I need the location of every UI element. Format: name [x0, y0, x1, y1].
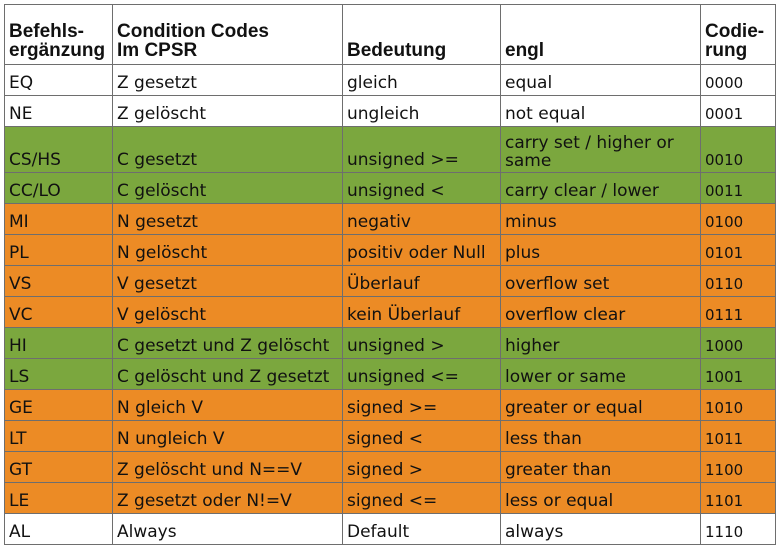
- cell-meaning: unsigned >: [342, 327, 501, 359]
- table-row: VS V gesetzt Überlauf overflow set 0110: [4, 265, 776, 297]
- cell-suffix: LS: [4, 358, 113, 390]
- cell-meaning: signed <: [342, 420, 501, 452]
- cell-english: higher: [500, 327, 701, 359]
- cell-meaning: signed >=: [342, 389, 501, 421]
- condition-codes-table: Befehls- ergänzung Condition Codes Im CP…: [4, 4, 776, 545]
- header-suffix: Befehls- ergänzung: [4, 4, 113, 65]
- cell-condition: Z gelöscht und N==V: [112, 451, 343, 483]
- table-row: AL Always Default always 1110: [4, 513, 776, 545]
- cell-english: carry clear / lower: [500, 172, 701, 204]
- cell-english: less or equal: [500, 482, 701, 514]
- cell-suffix: GE: [4, 389, 113, 421]
- cell-code: 0100: [700, 203, 776, 235]
- condition-codes-table-wrapper: Befehls- ergänzung Condition Codes Im CP…: [4, 4, 776, 545]
- cell-condition: Always: [112, 513, 343, 545]
- table-row: GT Z gelöscht und N==V signed > greater tha…: [4, 451, 776, 483]
- cell-suffix: HI: [4, 327, 113, 359]
- table-row: PL N gelöscht positiv oder Null plus 0101: [4, 234, 776, 266]
- table-row: EQ Z gesetzt gleich equal 0000: [4, 64, 776, 96]
- table-row: MI N gesetzt negativ minus 0100: [4, 203, 776, 235]
- cell-english: less than: [500, 420, 701, 452]
- cell-english: carry set / higher or same: [500, 126, 701, 173]
- cell-condition: N gesetzt: [112, 203, 343, 235]
- header-english: engl: [500, 4, 701, 65]
- cell-meaning: Überlauf: [342, 265, 501, 297]
- cell-meaning: Default: [342, 513, 501, 545]
- cell-suffix: CS/HS: [4, 126, 113, 173]
- cell-meaning: kein Überlauf: [342, 296, 501, 328]
- cell-code: 1100: [700, 451, 776, 483]
- cell-suffix: AL: [4, 513, 113, 545]
- cell-meaning: ungleich: [342, 95, 501, 127]
- table-row: HI C gesetzt und Z gelöscht unsigned > high…: [4, 327, 776, 359]
- cell-condition: C gesetzt und Z gelöscht: [112, 327, 343, 359]
- cell-english: always: [500, 513, 701, 545]
- cell-code: 1010: [700, 389, 776, 421]
- cell-english: greater than: [500, 451, 701, 483]
- cell-english: minus: [500, 203, 701, 235]
- cell-meaning: negativ: [342, 203, 501, 235]
- table-row: CC/LO C gelöscht unsigned < carry clear / l…: [4, 172, 776, 204]
- cell-english: equal: [500, 64, 701, 96]
- cell-meaning: signed <=: [342, 482, 501, 514]
- cell-meaning: signed >: [342, 451, 501, 483]
- cell-english: overflow clear: [500, 296, 701, 328]
- header-condition: Condition Codes Im CPSR: [112, 4, 343, 65]
- cell-meaning: unsigned >=: [342, 126, 501, 173]
- cell-code: 1101: [700, 482, 776, 514]
- cell-english: not equal: [500, 95, 701, 127]
- header-meaning: Bedeutung: [342, 4, 501, 65]
- cell-code: 0010: [700, 126, 776, 173]
- table-row: LE Z gesetzt oder N!=V signed <= less or eq…: [4, 482, 776, 514]
- cell-condition: Z gelöscht: [112, 95, 343, 127]
- cell-condition: N gleich V: [112, 389, 343, 421]
- cell-code: 0110: [700, 265, 776, 297]
- table-row: CS/HS C gesetzt unsigned >= carry set / hig…: [4, 126, 776, 173]
- cell-condition: N ungleich V: [112, 420, 343, 452]
- cell-english: lower or same: [500, 358, 701, 390]
- table-row: LS C gelöscht und Z gesetzt unsigned <= low…: [4, 358, 776, 390]
- cell-condition: V gelöscht: [112, 296, 343, 328]
- table-row: NE Z gelöscht ungleich not equal 0001: [4, 95, 776, 127]
- cell-suffix: GT: [4, 451, 113, 483]
- cell-suffix: MI: [4, 203, 113, 235]
- cell-suffix: CC/LO: [4, 172, 113, 204]
- cell-condition: V gesetzt: [112, 265, 343, 297]
- cell-english: overflow set: [500, 265, 701, 297]
- header-row: Befehls- ergänzung Condition Codes Im CP…: [4, 4, 776, 65]
- cell-code: 0000: [700, 64, 776, 96]
- cell-suffix: LE: [4, 482, 113, 514]
- cell-condition: C gelöscht und Z gesetzt: [112, 358, 343, 390]
- cell-meaning: gleich: [342, 64, 501, 96]
- table-row: VC V gelöscht kein Überlauf overflow clear 0…: [4, 296, 776, 328]
- cell-meaning: positiv oder Null: [342, 234, 501, 266]
- cell-meaning: unsigned <=: [342, 358, 501, 390]
- cell-condition: Z gesetzt oder N!=V: [112, 482, 343, 514]
- cell-suffix: NE: [4, 95, 113, 127]
- cell-suffix: PL: [4, 234, 113, 266]
- cell-english: greater or equal: [500, 389, 701, 421]
- cell-suffix: EQ: [4, 64, 113, 96]
- cell-suffix: VS: [4, 265, 113, 297]
- cell-code: 0101: [700, 234, 776, 266]
- cell-condition: Z gesetzt: [112, 64, 343, 96]
- cell-condition: N gelöscht: [112, 234, 343, 266]
- cell-condition: C gelöscht: [112, 172, 343, 204]
- cell-meaning: unsigned <: [342, 172, 501, 204]
- cell-code: 0011: [700, 172, 776, 204]
- cell-code: 0111: [700, 296, 776, 328]
- cell-code: 1110: [700, 513, 776, 545]
- cell-suffix: VC: [4, 296, 113, 328]
- cell-suffix: LT: [4, 420, 113, 452]
- cell-code: 1011: [700, 420, 776, 452]
- cell-condition: C gesetzt: [112, 126, 343, 173]
- cell-english: plus: [500, 234, 701, 266]
- header-code: Codie- rung: [700, 4, 776, 65]
- cell-code: 1000: [700, 327, 776, 359]
- cell-code: 0001: [700, 95, 776, 127]
- cell-code: 1001: [700, 358, 776, 390]
